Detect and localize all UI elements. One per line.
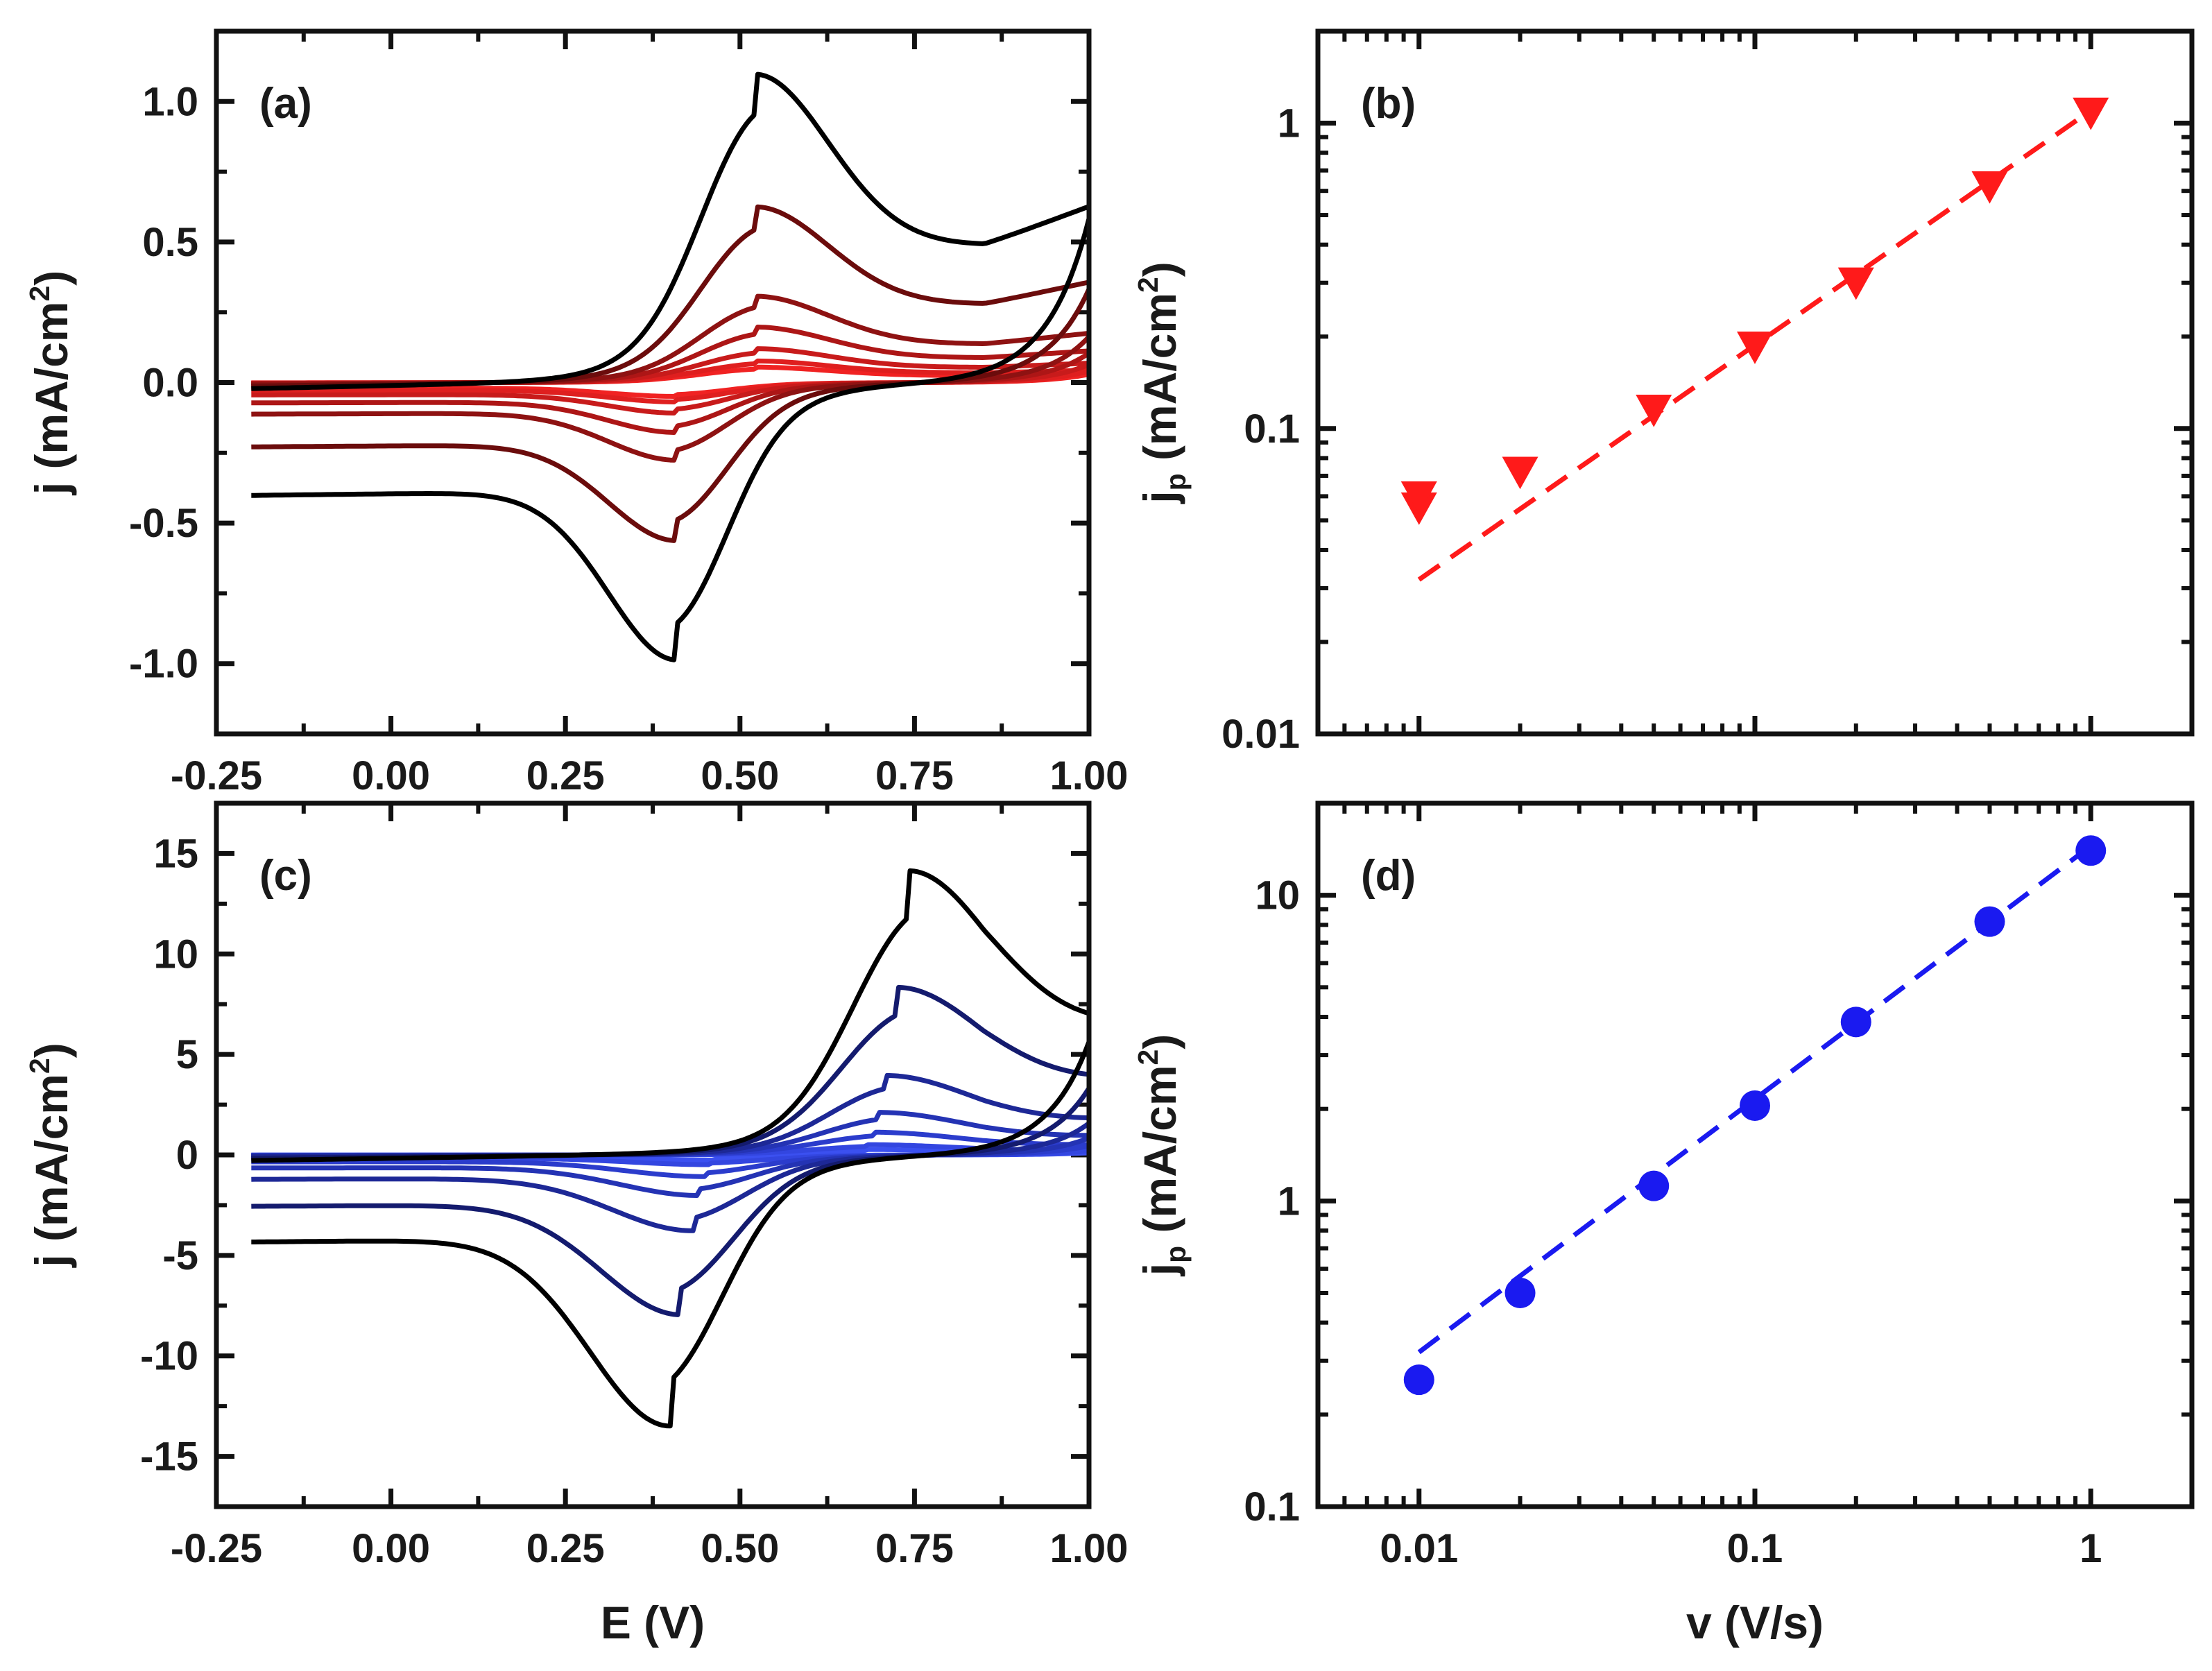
panel-label: (b) (1361, 80, 1416, 128)
plot-frame (1315, 800, 2195, 1509)
y-tick-label: -15 (140, 1434, 198, 1480)
data-point (1502, 456, 1538, 490)
y-tick-label: -0.5 (129, 501, 198, 546)
x-tick-label: 0.25 (526, 753, 605, 798)
plot-frame (1315, 28, 2195, 737)
y-tick-label: 0.1 (1244, 1484, 1300, 1529)
y-tick-label: 10 (153, 932, 198, 977)
y-tick-label: -1.0 (129, 642, 198, 687)
plot-frame (214, 800, 1092, 1509)
x-tick-label: 0.50 (701, 753, 779, 798)
y-tick-label: -10 (140, 1334, 198, 1379)
x-tick-label: 0.01 (1380, 1526, 1458, 1571)
data-point (1837, 267, 1874, 300)
data-points (1400, 97, 2109, 525)
y-tick-label: 5 (176, 1032, 198, 1077)
y-tick-label: 0 (176, 1133, 198, 1178)
x-tick-label: 0.00 (352, 1526, 430, 1571)
y-tick-label: 0.1 (1244, 406, 1300, 452)
x-tick-label: -0.25 (171, 753, 262, 798)
y-tick-label: 1.0 (142, 79, 198, 124)
plot-frame (214, 28, 1092, 737)
x-tick-label: 0.25 (526, 1526, 605, 1571)
axis-ticks (1316, 29, 2194, 737)
cv-curves (251, 71, 1092, 662)
y-tick-label: 1 (1278, 1179, 1300, 1224)
y-tick-label: -5 (162, 1233, 198, 1278)
x-tick-label: 0.1 (1727, 1526, 1783, 1571)
cv-curve-series-1 (251, 868, 1092, 1429)
data-point (1403, 1364, 1434, 1396)
panel-b-loglog-chart: 0.01 0.1 1 (b) jp (mA/cm2) (1132, 28, 2195, 757)
axis-ticks (1316, 801, 2194, 1509)
panel-c-cv-chart: -0.25 0.00 0.25 0.50 0.75 1.00 -15 -10 -5 0 5 10 15 (… (24, 800, 1129, 1648)
x-tick-label: 0.00 (352, 753, 430, 798)
y-axis-label: j (mA/cm2) (24, 1043, 77, 1268)
x-tick-label: 1.00 (1050, 1526, 1129, 1571)
y-axis-label: j (mA/cm2) (24, 271, 77, 496)
y-axis-label: jp (mA/cm2) (1132, 262, 1192, 504)
y-tick-label: 0.0 (142, 361, 198, 406)
panel-label: (c) (259, 852, 312, 900)
x-tick-label: 1 (2080, 1526, 2102, 1571)
data-point (1504, 1277, 1536, 1308)
y-tick-label: 0.5 (142, 220, 198, 265)
x-axis-label: E (V) (601, 1597, 705, 1648)
data-point (1974, 906, 2005, 937)
y-tick-label: 0.01 (1221, 712, 1300, 757)
panel-label: (a) (259, 80, 312, 128)
data-point (1400, 481, 1437, 514)
x-tick-label: -0.25 (171, 1526, 262, 1571)
panel-d-loglog-chart: 0.01 0.1 1 0.1 1 10 (d) jp (mA/cm2) v (V/s) (1132, 800, 2195, 1648)
data-point (1840, 1006, 1871, 1038)
x-tick-label: 1.00 (1050, 753, 1129, 798)
data-point (1638, 1170, 1670, 1201)
x-axis-label: v (V/s) (1686, 1597, 1824, 1648)
y-tick-label: 15 (153, 831, 198, 876)
panel-a-cv-chart: -0.25 0.00 0.25 0.50 0.75 1.00 -1.0 -0.5 0.0 0.5 1… (24, 28, 1129, 798)
data-point (1971, 171, 2008, 204)
data-point (1740, 1090, 1770, 1121)
data-point (1737, 332, 1773, 364)
y-tick-label: 10 (1255, 873, 1300, 918)
x-tick-label: 0.50 (701, 1526, 779, 1571)
x-tick-label: 0.75 (875, 753, 954, 798)
y-axis-label: jp (mA/cm2) (1132, 1034, 1192, 1277)
y-tick-label: 1 (1278, 101, 1300, 146)
cv-curves (251, 868, 1092, 1429)
x-tick-label: 0.75 (875, 1526, 954, 1571)
data-point (2075, 835, 2107, 866)
data-point (2073, 97, 2109, 130)
data-point (1636, 394, 1672, 427)
data-points (1403, 835, 2107, 1396)
panel-label: (d) (1361, 852, 1416, 900)
